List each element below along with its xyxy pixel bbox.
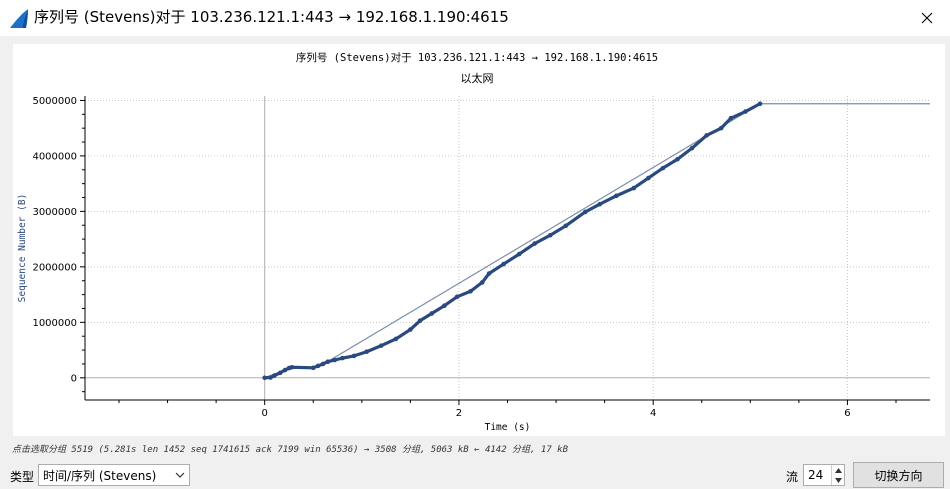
arrow-down-icon bbox=[834, 477, 842, 483]
chevron-down-icon bbox=[175, 472, 185, 478]
segment-point bbox=[516, 251, 522, 257]
segment-point bbox=[631, 185, 637, 191]
stream-value[interactable]: 24 bbox=[808, 468, 824, 482]
status-line: 点击选取分组 5519 (5.281s len 1452 seq 1741615… bbox=[12, 445, 568, 455]
type-label: 类型 bbox=[10, 470, 35, 484]
segment-point bbox=[442, 303, 447, 308]
segment-point bbox=[468, 288, 473, 294]
segment-point bbox=[704, 133, 709, 138]
title-bar: 序列号 (Stevens)对于 103.236.121.1:443 → 192.… bbox=[0, 0, 950, 36]
segment-point bbox=[454, 294, 460, 300]
segment-point bbox=[728, 115, 734, 121]
control-bar: 类型 时间/序列 (Stevens) 流 24 切换方向 bbox=[0, 461, 950, 489]
grid-lines bbox=[85, 96, 930, 400]
x-axis-label: Time (s) bbox=[485, 422, 531, 433]
plot-area[interactable]: 序列号 (Stevens)对于 103.236.121.1:443 → 192.… bbox=[13, 44, 945, 436]
segment-point bbox=[613, 193, 619, 199]
segment-point bbox=[272, 373, 277, 378]
segment-point bbox=[364, 349, 369, 355]
x-tick-label: 2 bbox=[456, 408, 462, 419]
segment-point bbox=[547, 232, 553, 238]
segment-point bbox=[501, 261, 506, 267]
y-tick-label: 2000000 bbox=[32, 262, 77, 273]
graph-type-select[interactable]: 时间/序列 (Stevens) bbox=[38, 464, 190, 486]
segment-point bbox=[597, 201, 603, 207]
x-tick-label: 6 bbox=[844, 408, 850, 419]
segment-point bbox=[332, 357, 337, 363]
segment-point bbox=[718, 125, 724, 131]
sequence-graph[interactable]: 序列号 (Stevens)对于 103.236.121.1:443 → 192.… bbox=[13, 44, 945, 436]
segment-point bbox=[532, 241, 537, 246]
segment-point bbox=[320, 361, 326, 367]
y-tick-label: 5000000 bbox=[32, 96, 77, 107]
x-tick-label: 0 bbox=[261, 408, 267, 419]
data-series bbox=[262, 101, 930, 381]
spin-down-button[interactable] bbox=[831, 475, 844, 485]
segment-point bbox=[486, 271, 492, 276]
segment-point bbox=[429, 311, 435, 316]
segment-point bbox=[563, 223, 569, 229]
segment-point bbox=[282, 367, 288, 373]
segment-point bbox=[675, 156, 680, 162]
segment-point bbox=[277, 370, 283, 376]
y-tick-label: 0 bbox=[71, 373, 77, 384]
segment-point bbox=[408, 327, 413, 332]
graph-subtitle: 以太网 bbox=[461, 72, 494, 85]
y-tick-label: 1000000 bbox=[32, 318, 77, 329]
y-tick-label: 4000000 bbox=[32, 151, 77, 162]
segment-point bbox=[689, 145, 695, 151]
switch-direction-button[interactable]: 切换方向 bbox=[853, 462, 944, 488]
segment-point bbox=[325, 359, 331, 365]
segment-point bbox=[310, 365, 316, 371]
segment-point bbox=[393, 336, 399, 342]
wireshark-fin-icon bbox=[10, 9, 28, 28]
segment-point bbox=[757, 101, 763, 107]
spin-up-button[interactable] bbox=[831, 465, 844, 475]
segment-point bbox=[646, 175, 651, 181]
segment-point bbox=[289, 364, 295, 370]
segment-point bbox=[262, 375, 267, 381]
graph-title: 序列号 (Stevens)对于 103.236.121.1:443 → 192.… bbox=[296, 51, 658, 64]
plot-background bbox=[85, 96, 930, 400]
arrow-up-icon bbox=[834, 467, 842, 473]
close-icon bbox=[921, 12, 933, 24]
segment-point bbox=[351, 353, 357, 359]
stream-label: 流 bbox=[786, 470, 799, 484]
y-axis-label: Sequence Number (B) bbox=[17, 194, 28, 303]
segment-point bbox=[660, 165, 666, 171]
segment-point bbox=[479, 280, 485, 285]
segment-point bbox=[417, 318, 423, 323]
segment-point bbox=[378, 343, 384, 348]
segment-point bbox=[340, 355, 345, 361]
close-button[interactable] bbox=[904, 0, 950, 36]
y-tick-label: 3000000 bbox=[32, 207, 77, 218]
graph-type-value: 时间/序列 (Stevens) bbox=[43, 468, 157, 483]
x-tick-label: 4 bbox=[650, 408, 656, 419]
segment-point bbox=[315, 363, 321, 369]
stream-spinner[interactable]: 24 bbox=[803, 464, 845, 486]
segment-point bbox=[582, 209, 588, 215]
axes: 0 2 4 6 0 1000000 2000000 3000000 4000000 5000000 bbox=[32, 96, 930, 419]
segment-point bbox=[268, 375, 273, 380]
segment-point bbox=[743, 109, 748, 114]
window-title: 序列号 (Stevens)对于 103.236.121.1:443 → 192.… bbox=[34, 8, 509, 26]
